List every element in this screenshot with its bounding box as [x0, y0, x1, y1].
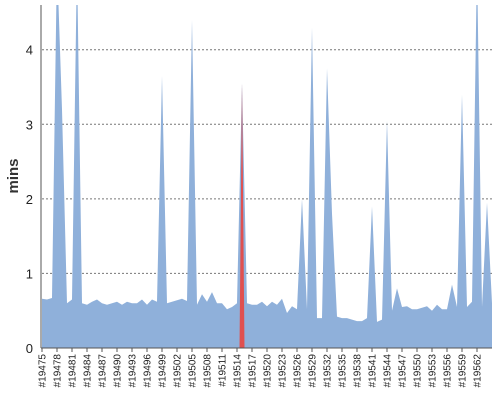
- y-axis-title: mins: [5, 158, 22, 193]
- x-tick-label: #19487: [98, 354, 109, 388]
- x-tick-label: #19526: [293, 354, 304, 388]
- data-area: [42, 5, 492, 348]
- x-tick-label: #19490: [113, 354, 124, 388]
- x-tick-label: #19481: [68, 354, 79, 388]
- x-tick-label: #19484: [83, 354, 94, 388]
- x-tick-label: #19544: [383, 354, 394, 388]
- x-tick-label: #19553: [428, 354, 439, 388]
- x-tick-label: #19559: [458, 354, 469, 388]
- x-tick-label: #19562: [473, 354, 484, 388]
- x-tick-label: #19556: [443, 354, 454, 388]
- x-tick-label: #19505: [188, 354, 199, 388]
- x-tick-label: #19478: [53, 354, 64, 388]
- x-tick-label: #19475: [38, 354, 49, 388]
- x-tick-label: #19550: [413, 354, 424, 388]
- x-tick-label: #19511: [218, 354, 229, 387]
- x-tick-label: #19508: [203, 354, 214, 388]
- x-tick-label: #19535: [338, 354, 349, 388]
- x-tick-label: #19517: [248, 354, 259, 388]
- x-tick-label: #19499: [158, 354, 169, 388]
- x-tick-label: #19547: [398, 354, 409, 388]
- x-tick-label: #19541: [368, 354, 379, 388]
- x-tick-label: #19523: [278, 354, 289, 388]
- highlighted-build-spike: [239, 83, 245, 348]
- y-tick-label: 4: [26, 43, 33, 58]
- y-tick-label: 3: [26, 117, 33, 132]
- series-area: [42, 5, 492, 348]
- axes: [40, 5, 492, 349]
- x-tick-label: #19532: [323, 354, 334, 388]
- y-tick-label: 1: [26, 266, 33, 281]
- x-tick-label: #19514: [233, 354, 244, 388]
- x-tick-label: #19529: [308, 354, 319, 388]
- x-tick-label: #19538: [353, 354, 364, 388]
- gridlines: [42, 49, 492, 274]
- x-tick-labels: #19475 #19478 #19481 #19484 #19487 #19490 #194…: [38, 348, 484, 387]
- y-tick-label: 2: [26, 192, 33, 207]
- x-tick-label: #19493: [128, 354, 139, 388]
- x-tick-label: #19502: [173, 354, 184, 388]
- x-tick-label: #19496: [143, 354, 154, 388]
- y-tick-label: 0: [26, 341, 33, 356]
- x-tick-label: #19520: [263, 354, 274, 388]
- y-tick-labels: 0 1 2 3 4: [26, 43, 33, 356]
